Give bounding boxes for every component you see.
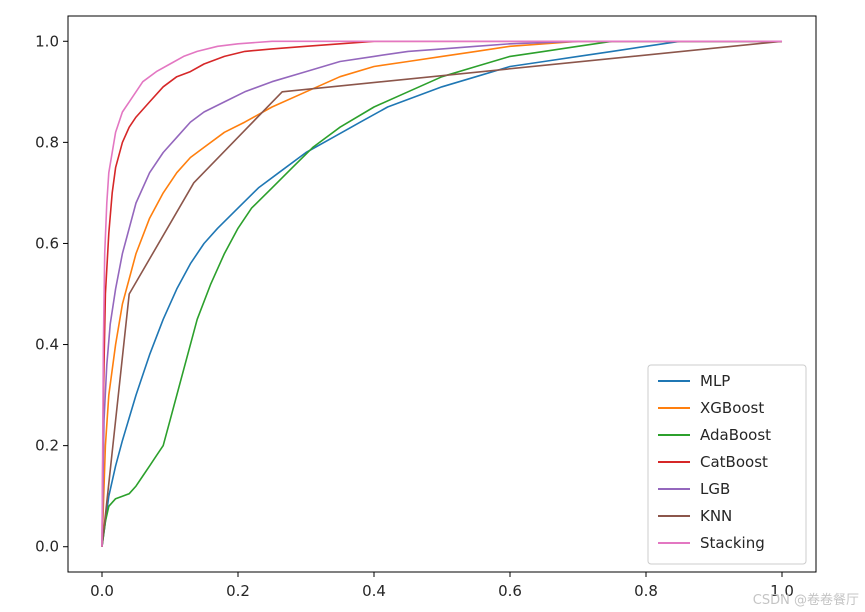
- series-line-xgboost: [101, 40, 782, 547]
- legend-box: [647, 364, 807, 565]
- x-tick-label: 0.4: [362, 582, 386, 600]
- y-tick-label: 0.8: [35, 133, 59, 151]
- x-tick-label: 0.8: [634, 582, 658, 600]
- series-line-adaboost: [101, 40, 782, 547]
- series-line-stacking: [101, 40, 782, 547]
- legend-label: XGBoost: [700, 399, 764, 417]
- y-tick-label: 0.4: [35, 336, 59, 354]
- y-tick-label: 1.0: [35, 32, 59, 50]
- legend-label: Stacking: [700, 534, 765, 552]
- series-line-catboost: [101, 40, 782, 547]
- legend-label: AdaBoost: [700, 426, 771, 444]
- legend-label: MLP: [700, 372, 730, 390]
- series-line-lgb: [101, 40, 782, 547]
- legend-label: LGB: [700, 480, 730, 498]
- y-tick-label: 0.6: [35, 234, 59, 252]
- axes-frame: [67, 15, 817, 573]
- x-tick-label: 0.2: [226, 582, 250, 600]
- x-tick-label: 0.0: [90, 582, 114, 600]
- plot-lines: [101, 40, 783, 547]
- y-axis: 0.0 0.2 0.4 0.6 0.8 1.0: [35, 32, 68, 556]
- series-line-mlp: [101, 40, 782, 547]
- watermark: CSDN @卷卷餐厅: [752, 593, 859, 608]
- series-line-knn: [101, 40, 783, 547]
- legend: MLP XGBoost AdaBoost CatBoost LGB KNN Stacking: [647, 364, 807, 565]
- y-tick-label: 0.0: [35, 538, 59, 556]
- legend-label: KNN: [700, 507, 732, 525]
- y-tick-label: 0.2: [35, 437, 59, 455]
- legend-label: CatBoost: [700, 453, 768, 471]
- x-axis: 0.0 0.2 0.4 0.6 0.8 1.0: [90, 572, 794, 600]
- x-tick-label: 1.0: [770, 582, 794, 600]
- x-tick-label: 0.6: [498, 582, 522, 600]
